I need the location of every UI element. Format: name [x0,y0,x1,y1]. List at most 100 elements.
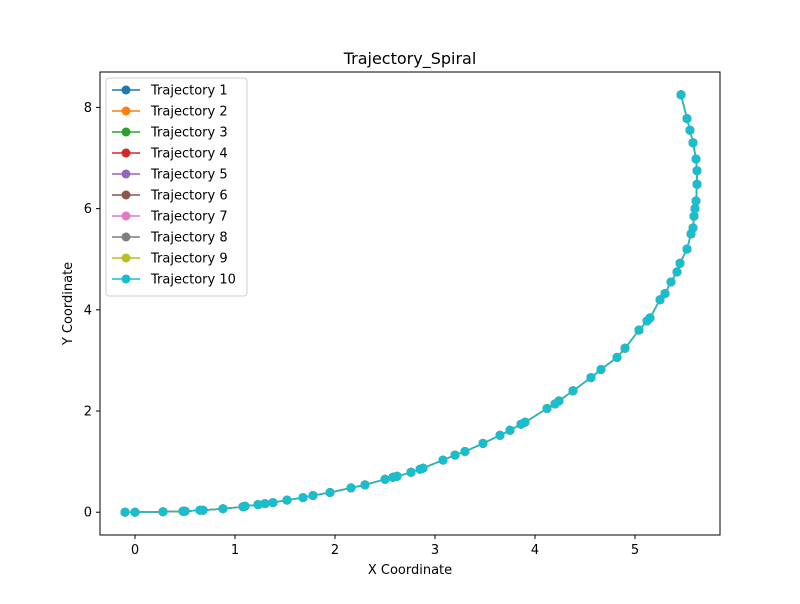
legend-item: Trajectory 7 [112,210,228,225]
data-point [691,196,701,206]
legend-marker [121,253,131,263]
data-point [620,343,630,353]
legend-marker [121,85,131,95]
data-point [520,417,530,427]
series-trajectory-10 [120,90,702,517]
legend-item: Trajectory 5 [112,168,228,183]
data-point [689,211,699,221]
legend-label: Trajectory 6 [150,189,228,204]
y-tick-label: 0 [84,506,92,521]
data-point [240,501,250,511]
y-tick-label: 6 [84,202,92,217]
data-point [438,455,448,465]
x-tick-label: 1 [231,543,239,558]
legend-marker [121,274,131,284]
data-point [198,505,208,515]
data-point [260,499,270,509]
data-point [690,204,700,214]
data-point [676,90,686,100]
data-point [692,166,702,176]
data-point [660,289,670,299]
data-point [460,447,470,456]
legend-item: Trajectory 3 [112,126,228,141]
y-tick-label: 8 [84,101,92,116]
data-point [542,404,552,413]
legend-marker [121,127,131,137]
legend-marker [121,106,131,116]
data-point [380,474,390,484]
data-point [218,504,228,514]
data-point [586,373,596,383]
data-point [688,223,698,233]
data-point [554,396,564,406]
data-point [568,386,578,396]
legend-box [105,77,248,297]
legend-label: Trajectory 9 [150,252,228,267]
data-point [158,507,168,517]
legend: Trajectory 1 Trajectory 2 Trajectory 3 Traj… [105,77,248,297]
data-point [691,154,701,164]
data-point [308,491,318,500]
legend-item: Trajectory 10 [112,273,236,288]
data-point [645,313,655,323]
data-point [596,365,606,374]
x-tick-label: 2 [331,543,339,558]
plot-frame [99,71,721,536]
data-point [692,179,702,189]
y-axis-label: Y Coordinate [61,262,76,346]
x-axis-label: X Coordinate [368,563,452,578]
legend-item: Trajectory 4 [112,147,228,162]
legend-item: Trajectory 1 [112,84,228,99]
legend-item: Trajectory 8 [112,231,228,246]
data-point [360,480,370,490]
data-point [634,325,644,335]
data-point [346,483,356,493]
data-point [268,498,278,508]
data-point [688,138,698,148]
legend-label: Trajectory 10 [150,273,236,288]
legend-label: Trajectory 4 [150,147,228,162]
legend-item: Trajectory 6 [112,189,228,204]
data-point [418,463,428,473]
data-point [666,277,676,287]
x-tick-label: 3 [431,543,439,558]
x-tick-label: 0 [131,543,139,558]
data-point [253,500,263,510]
legend-label: Trajectory 3 [150,126,228,141]
data-point [682,244,692,254]
data-point [180,506,190,516]
x-axis: 0 1 2 3 4 5 [131,535,639,558]
series-layer [120,90,702,517]
data-point [130,507,140,517]
y-tick-label: 2 [84,405,92,420]
data-point [495,430,505,440]
legend-item: Trajectory 9 [112,252,228,267]
legend-marker [121,148,131,158]
data-point [406,467,416,477]
legend-label: Trajectory 8 [150,231,228,246]
data-point [655,295,665,305]
data-point [672,267,682,277]
data-point [505,425,515,435]
legend-label: Trajectory 7 [150,210,228,225]
data-point [450,450,460,460]
x-tick-label: 5 [631,543,639,558]
legend-label: Trajectory 1 [150,84,228,99]
data-point [612,352,622,362]
legend-item: Trajectory 2 [112,105,228,120]
data-point [478,438,488,448]
legend-marker [121,211,131,221]
legend-marker [121,190,131,200]
x-tick-label: 4 [531,543,539,558]
data-point [392,471,402,481]
chart-title: Trajectory_Spiral [343,49,477,69]
legend-label: Trajectory 2 [150,105,228,120]
data-point [282,495,292,505]
data-point [120,507,130,517]
legend-label: Trajectory 5 [150,168,228,183]
y-axis: 0 2 4 6 8 [84,101,100,521]
data-point [675,258,685,268]
data-point [685,125,695,135]
